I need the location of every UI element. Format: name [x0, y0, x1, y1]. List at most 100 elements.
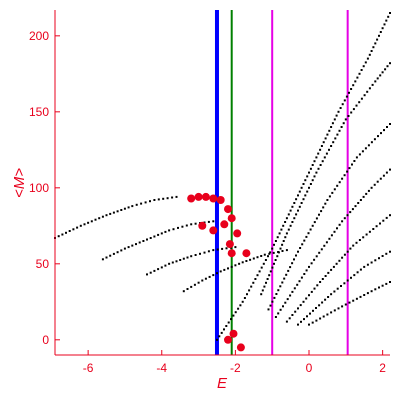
y-tick-label: 200 — [29, 29, 49, 43]
data-point — [289, 224, 292, 227]
data-point — [370, 50, 373, 52]
data-point — [225, 325, 228, 327]
data-point — [149, 271, 152, 274]
data-point — [368, 87, 371, 90]
data-point — [348, 301, 351, 304]
data-point — [116, 251, 119, 254]
data-point — [381, 255, 384, 257]
data-point — [384, 68, 387, 71]
data-point — [309, 228, 312, 231]
data-point — [190, 255, 193, 258]
data-point — [343, 99, 346, 102]
data-point — [203, 251, 206, 254]
data-point — [160, 232, 163, 235]
data-point — [175, 195, 178, 198]
data-point — [313, 287, 316, 290]
data-point — [351, 208, 354, 211]
y-tick-label: 50 — [36, 257, 50, 271]
data-point — [157, 268, 160, 271]
data-point — [343, 253, 346, 256]
data-point — [303, 318, 305, 321]
data-point — [267, 308, 270, 311]
data-point — [315, 171, 318, 174]
data-point — [307, 232, 310, 235]
data-point — [269, 304, 272, 307]
data-point — [350, 276, 352, 279]
data-point — [331, 191, 334, 194]
data-point — [283, 277, 286, 280]
data-point — [280, 228, 283, 231]
data-point — [286, 298, 289, 301]
data-point — [279, 285, 282, 288]
data-point — [355, 297, 358, 300]
data-point — [127, 206, 130, 209]
data-point — [293, 258, 295, 261]
data-point — [212, 249, 215, 252]
data-point — [98, 217, 101, 220]
data-point — [306, 175, 309, 178]
data-point — [295, 198, 298, 201]
data-point — [353, 160, 356, 162]
data-point — [363, 294, 366, 296]
data-point — [282, 305, 284, 308]
data-point — [330, 145, 333, 147]
data-point — [377, 135, 379, 138]
data-point — [366, 57, 369, 60]
data-point — [216, 248, 219, 251]
data-point — [343, 282, 346, 285]
data-point — [220, 331, 223, 334]
data-point — [308, 323, 310, 326]
data-point — [172, 228, 175, 231]
data-point — [120, 249, 123, 252]
data-point — [378, 286, 380, 289]
data-point — [212, 274, 215, 277]
data-point — [333, 188, 336, 191]
data-point — [298, 280, 301, 283]
data-point — [347, 115, 350, 117]
data-point — [260, 293, 263, 296]
data-point — [389, 62, 391, 65]
data-point — [379, 31, 382, 33]
data-point — [374, 42, 377, 45]
data-point — [319, 148, 322, 151]
x-tick-label: -6 — [83, 361, 94, 375]
data-point — [289, 266, 292, 269]
data-point — [223, 268, 226, 271]
data-point — [308, 265, 310, 268]
data-point — [287, 269, 290, 272]
data-point — [383, 23, 386, 26]
data-point — [336, 227, 338, 230]
data-point — [275, 293, 278, 295]
data-point — [336, 287, 339, 290]
data-point — [131, 205, 134, 208]
data-point — [348, 91, 350, 94]
data-point — [171, 261, 174, 264]
data-point — [348, 167, 351, 170]
data-point — [360, 97, 363, 100]
data-point — [311, 224, 314, 227]
data-point — [271, 247, 274, 250]
data-point — [327, 271, 330, 274]
data-point — [302, 198, 305, 201]
data-point — [302, 300, 305, 303]
data-point — [305, 235, 308, 238]
data-point — [385, 252, 388, 255]
data-point — [207, 220, 210, 223]
data-point — [146, 273, 148, 276]
data-point — [256, 274, 259, 277]
data-point — [370, 186, 373, 189]
data-point — [123, 207, 126, 210]
data-point — [193, 283, 196, 286]
data-point — [341, 256, 344, 259]
data-point — [364, 147, 367, 150]
data-point — [274, 259, 277, 261]
data-point — [274, 316, 277, 318]
data-point — [306, 315, 308, 318]
data-point — [223, 328, 225, 331]
data-point — [300, 276, 303, 279]
data-point — [349, 211, 352, 214]
data-point — [309, 167, 312, 170]
data-point — [216, 272, 218, 275]
highlight-point — [227, 214, 236, 223]
